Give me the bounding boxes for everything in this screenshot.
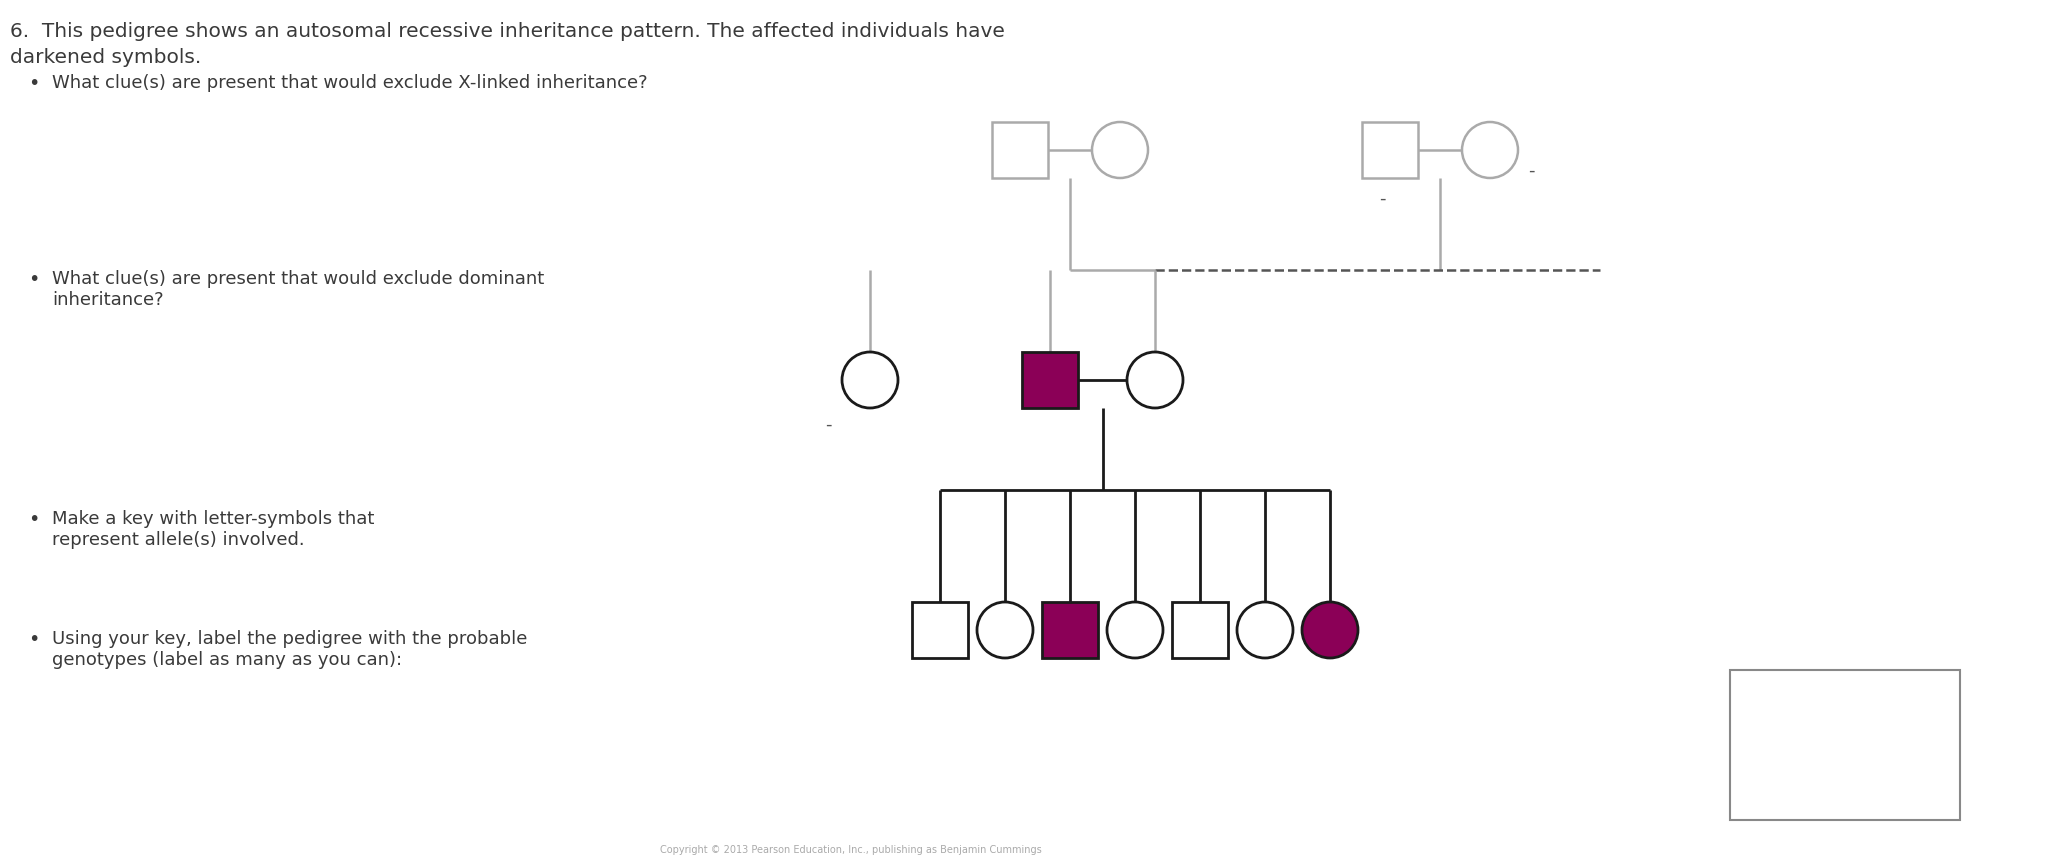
Text: Copyright © 2013 Pearson Education, Inc., publishing as Benjamin Cummings: Copyright © 2013 Pearson Education, Inc.… [661, 845, 1041, 855]
FancyBboxPatch shape [992, 122, 1048, 178]
Text: •: • [29, 630, 39, 649]
FancyBboxPatch shape [1858, 757, 1893, 793]
Text: •: • [29, 74, 39, 93]
Text: 6.  This pedigree shows an autosomal recessive inheritance pattern. The affected: 6. This pedigree shows an autosomal rece… [10, 22, 1005, 41]
Ellipse shape [1463, 122, 1518, 178]
Text: What clue(s) are present that would exclude X-linked inheritance?: What clue(s) are present that would excl… [51, 74, 649, 92]
Text: •: • [29, 270, 39, 289]
Text: -: - [825, 416, 833, 434]
Text: -: - [1379, 190, 1385, 208]
FancyBboxPatch shape [1858, 697, 1893, 733]
FancyBboxPatch shape [1041, 602, 1099, 658]
Ellipse shape [1107, 602, 1162, 658]
FancyBboxPatch shape [1023, 352, 1078, 408]
Text: Make a key with letter-symbols that
represent allele(s) involved.: Make a key with letter-symbols that repr… [51, 510, 374, 549]
Ellipse shape [843, 352, 898, 408]
FancyBboxPatch shape [1731, 670, 1960, 820]
Ellipse shape [1238, 602, 1293, 658]
FancyBboxPatch shape [1363, 122, 1418, 178]
FancyBboxPatch shape [1172, 602, 1228, 658]
Ellipse shape [1127, 352, 1183, 408]
Text: Using your key, label the pedigree with the probable
genotypes (label as many as: Using your key, label the pedigree with … [51, 630, 528, 669]
Text: darkened symbols.: darkened symbols. [10, 48, 201, 67]
Text: What clue(s) are present that would exclude dominant
inheritance?: What clue(s) are present that would excl… [51, 270, 544, 309]
Text: •: • [29, 510, 39, 529]
Ellipse shape [978, 602, 1033, 658]
FancyBboxPatch shape [913, 602, 968, 658]
Text: -: - [1528, 162, 1534, 180]
Ellipse shape [1768, 757, 1803, 793]
Ellipse shape [1093, 122, 1148, 178]
Ellipse shape [1301, 602, 1359, 658]
Ellipse shape [1768, 697, 1803, 733]
